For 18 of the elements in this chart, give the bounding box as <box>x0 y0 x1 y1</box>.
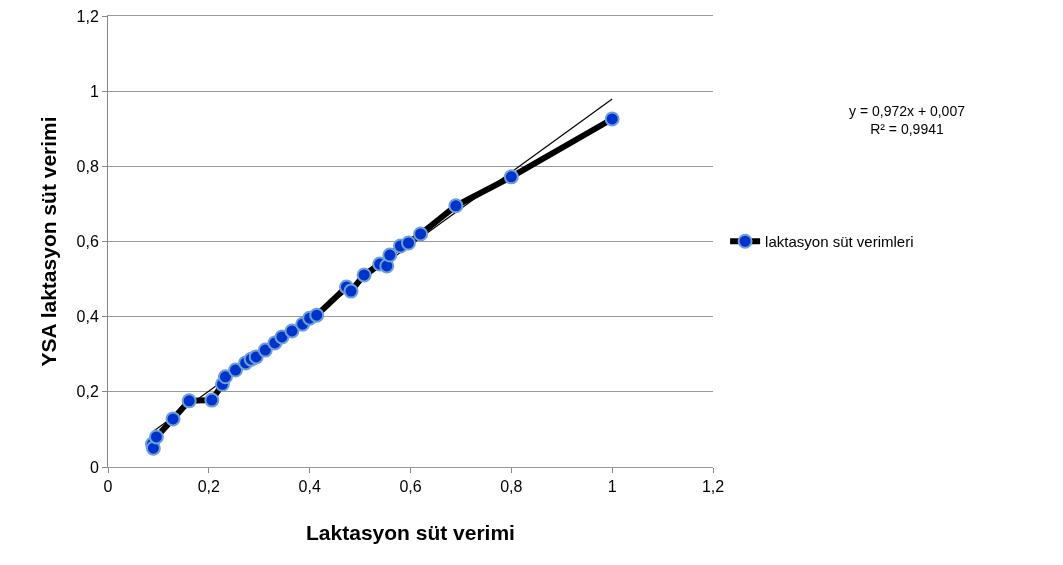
legend-label: laktasyon süt verimleri <box>765 233 914 251</box>
y-tick-label: 0,4 <box>76 308 99 326</box>
y-tick-label: 0,8 <box>76 157 99 175</box>
y-tick-label: 1,2 <box>76 7 99 25</box>
x-tick-label: 0,2 <box>197 478 221 496</box>
x-tick-label: 1 <box>607 478 617 496</box>
x-tick-label: 0,8 <box>500 478 523 496</box>
x-tick-label: 0 <box>103 478 113 496</box>
y-tick-label: 0 <box>89 458 99 476</box>
x-tick-label: 0,6 <box>399 478 422 496</box>
y-tick-label: 0,2 <box>76 383 99 401</box>
text: y = 0,972x + 0,007 R² = 0,9941 <box>849 103 966 138</box>
x-axis-title: Laktasyon süt verimi <box>306 521 515 544</box>
x-tick-label: 1,2 <box>701 478 725 496</box>
y-axis-title: YSA laktasyon süt verimi <box>37 116 60 367</box>
y-tick-label: 0,6 <box>76 233 99 251</box>
x-tick-label: 0,4 <box>298 478 321 496</box>
y-tick-label: 1 <box>89 82 99 100</box>
